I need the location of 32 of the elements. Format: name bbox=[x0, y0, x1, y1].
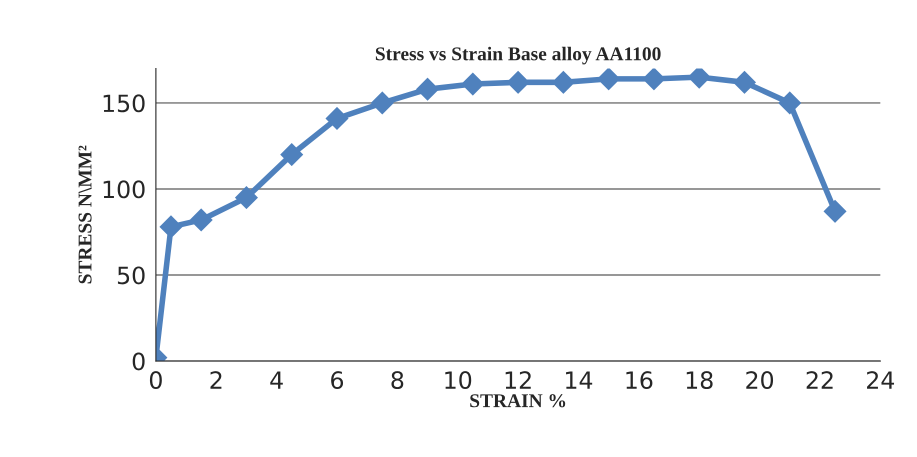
x-tick-label: 8 bbox=[391, 371, 404, 390]
x-tick-label: 2 bbox=[210, 371, 222, 389]
y-tick-label: 0 bbox=[132, 352, 145, 370]
x-tick-label: 6 bbox=[331, 371, 344, 390]
x-tick-label: 20 bbox=[746, 371, 774, 390]
x-axis-title: STRAIN % bbox=[470, 394, 566, 408]
y-tick-label: 150 bbox=[104, 94, 145, 112]
point bbox=[235, 186, 258, 209]
x-tick-label: 4 bbox=[270, 371, 283, 389]
x-tick-label: 24 bbox=[867, 371, 894, 389]
y-tick-label: 100 bbox=[104, 180, 145, 198]
x-tick-label: 18 bbox=[686, 371, 713, 390]
point bbox=[824, 200, 846, 223]
x-tick-label: 22 bbox=[806, 371, 833, 389]
point bbox=[416, 78, 439, 101]
x-tick-label: 0 bbox=[150, 371, 162, 390]
point bbox=[733, 70, 756, 94]
y-axis-title: STRESS N\MM² bbox=[78, 146, 92, 284]
point bbox=[326, 107, 348, 130]
x-tick-label: 16 bbox=[626, 371, 652, 390]
x-tick-label: 10 bbox=[445, 371, 472, 390]
y-tick-label: 50 bbox=[118, 266, 145, 284]
chart-title: Stress vs Strain Base alloy AA1100 bbox=[376, 46, 661, 64]
point bbox=[778, 92, 802, 114]
point bbox=[190, 208, 212, 232]
point bbox=[280, 143, 304, 166]
point bbox=[370, 92, 394, 114]
x-tick-label: 14 bbox=[566, 371, 592, 389]
point bbox=[462, 72, 484, 96]
point bbox=[597, 68, 620, 90]
x-tick-label: 12 bbox=[506, 371, 531, 389]
point bbox=[160, 216, 182, 238]
